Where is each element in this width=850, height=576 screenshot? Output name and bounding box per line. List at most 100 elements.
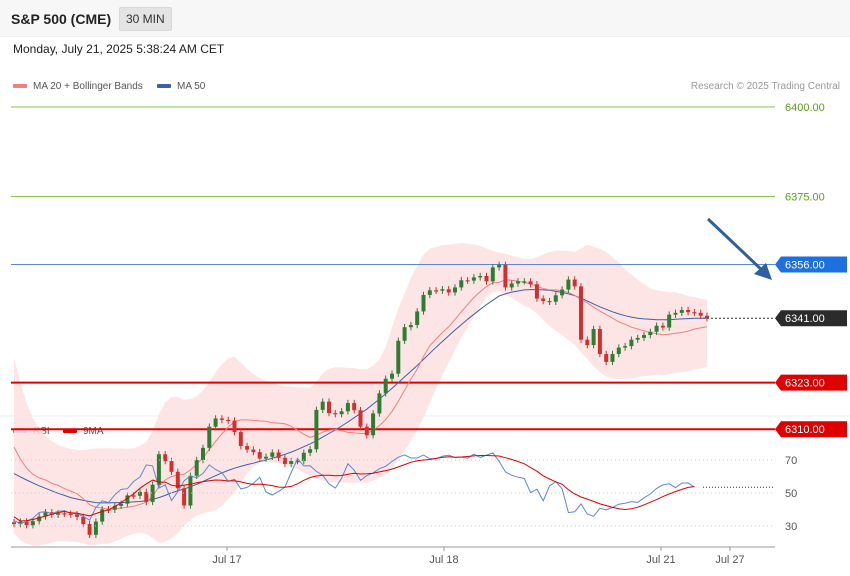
rsi-line <box>13 452 695 525</box>
candle-body <box>282 457 287 464</box>
candle-body <box>327 401 331 414</box>
candle-body <box>534 284 539 299</box>
candle-body <box>383 378 388 394</box>
candle-body <box>257 452 262 459</box>
bollinger-band-fill <box>14 243 707 546</box>
x-tick-label: Jul 27 <box>715 554 744 566</box>
level-label: 6323.00 <box>785 378 825 390</box>
candle-body <box>276 452 281 458</box>
candle-body <box>352 403 357 411</box>
candle-body <box>402 327 407 341</box>
candle-body <box>642 335 646 338</box>
candle-body <box>478 275 483 278</box>
candle-body <box>314 409 319 450</box>
x-axis-labels: Jul 17 Jul 18 Jul 21 Jul 27 <box>212 547 745 566</box>
legend-rsi-ma: 9MA <box>63 426 104 437</box>
candle-body <box>547 301 552 303</box>
candle-body <box>396 340 401 374</box>
candle-body <box>201 447 205 460</box>
candle-body <box>131 495 136 497</box>
candle-body <box>705 315 709 319</box>
candle-body <box>188 475 193 506</box>
level-label-box <box>775 310 847 327</box>
candle-body <box>490 267 495 282</box>
candle-body <box>100 509 105 522</box>
legend-ma50-label: MA 50 <box>177 81 206 92</box>
candle-body <box>371 413 376 436</box>
rsi-tick-label: 30 <box>785 521 797 533</box>
credit-label: Research © 2025 Trading Central <box>690 81 840 92</box>
candle-body <box>37 516 42 522</box>
candle-body <box>295 461 300 463</box>
candle-body <box>610 354 615 362</box>
candle-body <box>125 495 130 504</box>
level-label: 6375.00 <box>785 192 825 204</box>
candle-body <box>62 513 67 515</box>
candle-body <box>648 331 653 336</box>
candle-body <box>522 281 527 283</box>
timeframe-button[interactable]: 30 MIN <box>119 7 172 31</box>
candle-body <box>484 275 489 282</box>
candle-body <box>150 484 155 502</box>
candle-body <box>434 290 439 292</box>
bollinger-bands <box>14 243 707 546</box>
candle-body <box>81 516 86 525</box>
candle-body <box>75 514 79 517</box>
level-label: 6356.00 <box>785 260 825 272</box>
candle-body <box>119 503 124 506</box>
top-bar: S&P 500 (CME) 30 MIN <box>0 0 850 37</box>
candle-body <box>238 432 243 447</box>
candle-body <box>308 449 313 453</box>
candle-body <box>30 521 35 526</box>
candle-body <box>427 290 432 295</box>
candles <box>12 261 709 539</box>
candle-body <box>516 281 520 284</box>
forecast-arrow <box>706 217 772 280</box>
candle-body <box>163 454 168 462</box>
candle-body <box>339 411 344 415</box>
candle-body <box>560 289 565 296</box>
candle-body <box>251 449 256 453</box>
candle-body <box>440 289 445 291</box>
candle-body <box>18 521 23 525</box>
candle-body <box>144 491 149 502</box>
candle-body <box>686 309 691 313</box>
candle-body <box>226 419 231 422</box>
candle-body <box>169 461 174 472</box>
candle-body <box>528 281 533 285</box>
candle-body <box>320 401 325 410</box>
rsi-tick-label: 70 <box>785 455 797 467</box>
candle-body <box>453 287 457 293</box>
rsi-tick-label: 50 <box>785 488 797 500</box>
candle-body <box>446 289 451 293</box>
candle-body <box>333 413 338 415</box>
level-label-box <box>775 256 847 273</box>
candle-body <box>604 354 609 362</box>
candle-body <box>585 339 590 346</box>
level-label: 6400.00 <box>785 102 825 114</box>
candle-body <box>497 264 502 268</box>
ma50-swatch <box>157 84 171 89</box>
candle-body <box>673 312 678 315</box>
candle-body <box>213 418 218 427</box>
candle-body <box>43 512 48 517</box>
ma20-line <box>13 279 708 510</box>
candle-body <box>12 522 16 525</box>
legend-ma20-label: MA 20 + Bollinger Bands <box>33 81 143 92</box>
candle-body <box>245 446 250 450</box>
candle-body <box>219 418 224 420</box>
rsi-ma-line <box>13 455 695 522</box>
candle-body <box>93 521 98 535</box>
candle-body <box>194 459 199 476</box>
candle-body <box>390 373 394 379</box>
candle-body <box>660 325 665 328</box>
candle-body <box>471 277 476 281</box>
candle-body <box>566 279 571 290</box>
candle-body <box>68 513 73 515</box>
candle-body <box>591 328 596 346</box>
candle-body <box>679 309 684 313</box>
candle-body <box>87 524 92 535</box>
candle-body <box>635 337 640 340</box>
candle-body <box>408 325 413 328</box>
